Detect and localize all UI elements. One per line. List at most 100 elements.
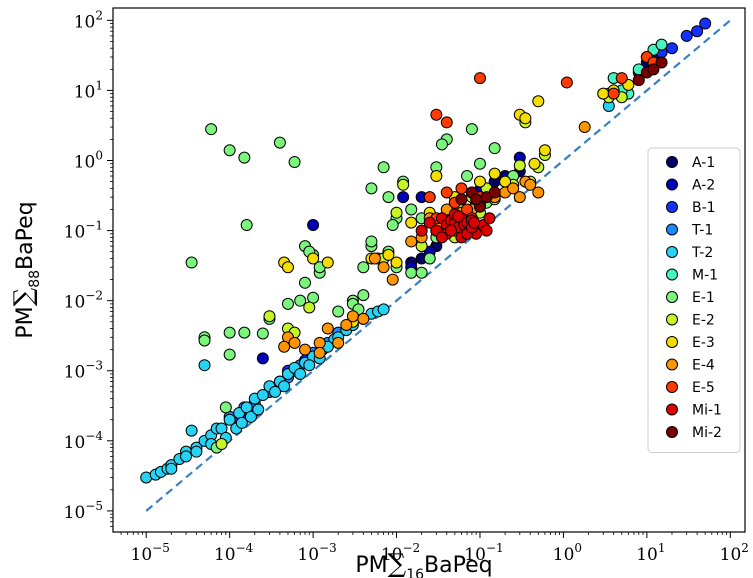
- data-point-e-1: [281, 297, 294, 310]
- data-point-e-3: [488, 167, 501, 180]
- data-points: [140, 17, 732, 512]
- data-point-t-2: [278, 380, 291, 393]
- data-point-e-5: [560, 76, 573, 89]
- legend-label: E-3: [692, 335, 715, 351]
- data-point-m-1: [655, 38, 668, 51]
- data-point-mi-1: [445, 224, 458, 237]
- data-point-a-2: [256, 352, 269, 365]
- legend-marker: [666, 201, 678, 213]
- data-point-e-4: [578, 121, 591, 134]
- data-point-e-2: [215, 438, 228, 451]
- data-point-e-1: [205, 123, 218, 136]
- data-point-e-4: [513, 191, 526, 204]
- x-tick-label: 10−1: [464, 541, 503, 565]
- legend-marker: [666, 291, 678, 303]
- data-point-e-3: [528, 157, 541, 170]
- data-point-e-1: [240, 219, 253, 232]
- data-point-e-1: [238, 151, 251, 164]
- data-point-t-2: [180, 450, 193, 463]
- data-point-e-2: [397, 178, 410, 191]
- data-point-a-2: [397, 191, 410, 204]
- data-point-e-2: [390, 206, 403, 219]
- plot-frame: [112, 7, 746, 533]
- legend-marker: [666, 156, 678, 168]
- legend-marker: [666, 381, 678, 393]
- data-point-e-4: [288, 336, 301, 349]
- data-point-e-3: [519, 112, 532, 125]
- legend-label: B-1: [692, 200, 716, 216]
- x-tick-label: 102: [720, 541, 749, 565]
- legend-marker: [666, 426, 678, 438]
- data-point-t-2: [269, 385, 282, 398]
- data-point-t-2: [223, 413, 236, 426]
- legend: A-1 A-2 B-1 T-1 T-2 M-1 E-1 E-2 E-3 E-4 E-5 Mi-1 Mi-…: [647, 147, 741, 453]
- data-point-e-1: [332, 305, 345, 318]
- data-point-e-1: [357, 261, 370, 274]
- data-point-e-1: [256, 327, 269, 340]
- data-point-mi-1: [480, 224, 493, 237]
- data-point-mi-1: [423, 216, 436, 229]
- data-point-e-3: [597, 87, 610, 100]
- data-point-mi-2: [488, 186, 501, 199]
- legend-marker: [666, 178, 678, 191]
- data-point-e-3: [473, 175, 486, 188]
- data-point-e-3: [382, 248, 395, 261]
- data-point-e-1: [377, 161, 390, 174]
- data-point-t-2: [244, 410, 257, 423]
- data-point-t-2: [198, 359, 211, 372]
- axes: 10−5 10−4 10−3 10−2 10−1 100 101 102 10−5 10−4 10−…: [9, 7, 749, 578]
- data-point-e-1: [386, 219, 399, 232]
- legend-marker: [666, 268, 678, 281]
- data-point-e-1: [405, 266, 418, 279]
- data-point-t-2: [256, 389, 269, 402]
- data-point-mi-2: [655, 56, 668, 69]
- legend-label: T-1: [691, 223, 713, 239]
- data-point-e-1: [185, 256, 198, 269]
- data-point-e-3: [321, 256, 334, 269]
- data-point-e-4: [377, 261, 390, 274]
- data-point-e-5: [455, 182, 468, 195]
- y-tick-label: 102: [74, 8, 103, 32]
- data-point-t-2: [235, 416, 248, 429]
- data-point-e-4: [532, 186, 545, 199]
- data-point-e-4: [313, 346, 326, 359]
- data-point-t-2: [252, 403, 265, 416]
- data-point-mi-2: [647, 63, 660, 76]
- data-point-e-4: [386, 273, 399, 286]
- data-point-t-2: [185, 424, 198, 437]
- data-point-e-1: [288, 156, 301, 169]
- data-point-e-4: [321, 322, 334, 335]
- x-tick-label: 100: [553, 541, 582, 565]
- data-point-e-5: [473, 72, 486, 85]
- y-tick-label: 10−4: [64, 429, 104, 453]
- data-point-e-5: [615, 72, 628, 85]
- data-point-e-1: [223, 326, 236, 339]
- data-point-e-1: [294, 294, 307, 307]
- legend-marker: [666, 246, 678, 258]
- data-point-e-1: [365, 235, 378, 248]
- data-point-e-5: [440, 186, 453, 199]
- data-point-e-1: [219, 401, 232, 414]
- data-point-b-1: [680, 29, 693, 42]
- data-point-e-1: [435, 138, 448, 151]
- data-point-mi-1: [483, 212, 496, 225]
- data-point-e-1: [223, 348, 236, 361]
- data-point-mi-1: [435, 231, 448, 244]
- data-point-mi-1: [452, 210, 465, 223]
- data-point-e-4: [405, 235, 418, 248]
- data-point-b-1: [699, 17, 712, 30]
- data-point-e-4: [346, 310, 359, 323]
- x-tick-label: 10−3: [297, 541, 336, 565]
- data-point-mi-2: [632, 74, 645, 87]
- data-point-e-1: [473, 157, 486, 170]
- data-point-e-2: [303, 301, 316, 314]
- data-point-t-2: [165, 462, 178, 475]
- data-point-mi-1: [415, 224, 428, 237]
- legend-label: M-1: [692, 268, 718, 284]
- data-point-e-2: [513, 159, 526, 172]
- data-point-t-2: [377, 303, 390, 316]
- data-point-e-1: [273, 136, 286, 149]
- data-point-e-1: [223, 144, 236, 157]
- data-point-e-1: [461, 170, 474, 183]
- reference-line: [145, 19, 732, 512]
